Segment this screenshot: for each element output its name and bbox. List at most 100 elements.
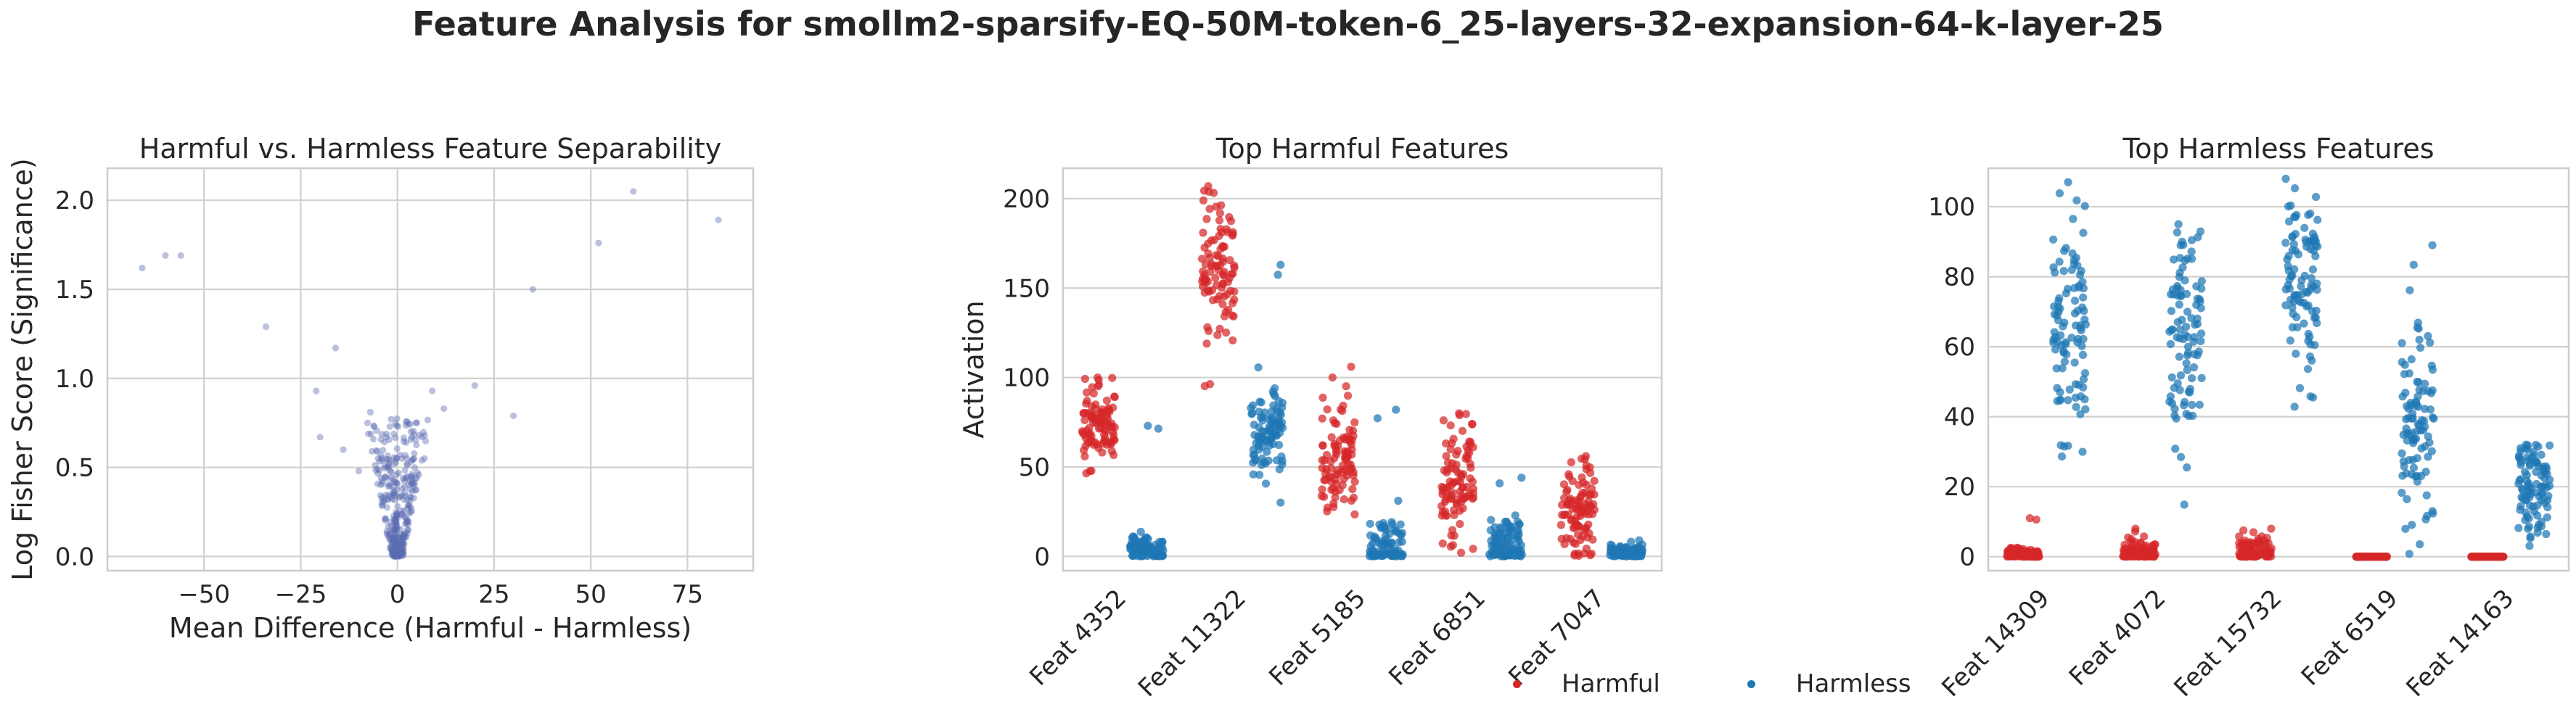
scatter-point	[408, 473, 415, 480]
harmless-point	[1496, 479, 1504, 488]
scatter-point	[390, 550, 397, 557]
harmless-point	[1265, 427, 1273, 436]
scatter-point	[372, 461, 379, 469]
scatter-point	[407, 436, 414, 443]
harmful-point	[1199, 228, 1207, 237]
harmless-point	[2061, 340, 2070, 349]
scatter-point	[394, 553, 402, 560]
harmless-point	[2305, 352, 2315, 361]
harmless-point	[2542, 529, 2551, 539]
scatter-point	[400, 540, 407, 548]
scatter-point	[390, 518, 398, 526]
harmless-point	[2306, 285, 2315, 294]
harmful-point	[1453, 468, 1463, 477]
harmless-point	[2408, 521, 2416, 529]
harmful-point	[1329, 503, 1338, 511]
harmless-point	[2281, 239, 2290, 247]
harmless-point	[2285, 284, 2294, 293]
harmless-point	[1252, 439, 1260, 447]
harmless-point	[2520, 468, 2530, 476]
harmless-point	[2165, 397, 2174, 406]
scatter-point	[390, 490, 397, 497]
harmful-point	[1563, 500, 1572, 509]
harmless-point	[1130, 548, 1139, 557]
harmful-point	[1447, 531, 1456, 540]
harmful-point	[1578, 488, 1587, 497]
harmful-point	[1456, 519, 1464, 529]
scatter-point	[382, 515, 390, 522]
harmless-point	[2300, 319, 2308, 328]
scatter-point	[399, 474, 406, 482]
scatter-point	[392, 551, 399, 558]
harmless-point	[2053, 384, 2062, 392]
harmless-point	[2059, 267, 2068, 276]
harmful-point	[2003, 549, 2012, 558]
harmless-point	[2173, 228, 2181, 237]
harmful-point	[1466, 440, 1474, 449]
harmless-point	[2517, 493, 2526, 502]
harmless-point	[2176, 371, 2186, 380]
harmless-point	[2197, 329, 2206, 338]
harmless-point	[1634, 552, 1643, 561]
harmful-point	[1442, 452, 1451, 460]
x-tick-label: 25	[478, 580, 509, 609]
scatter-point	[367, 430, 374, 437]
scatter-point	[403, 518, 411, 526]
harmless-point	[2403, 429, 2411, 438]
scatter-point	[366, 408, 374, 416]
harmful-point	[1202, 339, 1211, 348]
scatter-point	[385, 436, 393, 443]
scatter-point	[404, 521, 411, 528]
harmless-point	[2070, 297, 2080, 305]
panel-title: Top Harmless Features	[2122, 133, 2434, 165]
harmful-point	[1223, 290, 1231, 299]
harmless-point	[1497, 524, 1506, 533]
scatter-point	[392, 518, 399, 525]
harmless-point	[2516, 502, 2525, 511]
scatter-point	[391, 531, 399, 539]
scatter-point	[398, 537, 406, 545]
harmless-point	[2537, 450, 2546, 459]
harmless-point	[2166, 339, 2175, 349]
harmful-point	[1331, 493, 1340, 502]
harmful-point	[1199, 196, 1208, 204]
harmful-point	[1096, 418, 1104, 427]
harmless-point	[2173, 292, 2182, 300]
scatter-point	[384, 452, 391, 459]
harmless-point	[2307, 274, 2315, 283]
legend-label-harmful: Harmful	[1562, 669, 1660, 698]
harmful-point	[1348, 464, 1356, 473]
harmful-point	[1318, 456, 1326, 465]
x-tick-label: Feat 15732	[2168, 584, 2287, 703]
scatter-point	[395, 494, 403, 501]
scatter-point	[403, 474, 411, 482]
scatter-point	[394, 541, 401, 549]
scatter-point	[377, 492, 385, 499]
scatter-point	[392, 553, 399, 560]
harmless-point	[2422, 491, 2431, 500]
scatter-point	[382, 456, 390, 463]
harmful-point	[2382, 553, 2390, 561]
y-tick-label: 2.0	[55, 186, 94, 215]
scatter-point	[395, 544, 402, 551]
harmless-point	[2413, 323, 2421, 332]
harmless-point	[2077, 342, 2086, 350]
scatter-point	[411, 474, 419, 482]
harmless-point	[2174, 220, 2183, 228]
harmful-point	[1327, 433, 1336, 442]
scatter-point	[398, 511, 405, 518]
harmful-point	[1083, 397, 1091, 405]
harmful-point	[1205, 204, 1214, 213]
harmless-point	[2175, 268, 2184, 277]
scatter-point	[419, 429, 427, 436]
scatter-point	[378, 431, 385, 438]
harmful-point	[2376, 553, 2384, 561]
scatter-point	[390, 487, 397, 495]
harmful-point	[1446, 495, 1456, 503]
harmless-point	[2533, 501, 2542, 510]
scatter-point	[395, 553, 403, 560]
scatter-point	[401, 489, 409, 497]
scatter-point	[405, 482, 412, 489]
scatter-point	[397, 526, 404, 533]
scatter-point	[392, 522, 400, 529]
